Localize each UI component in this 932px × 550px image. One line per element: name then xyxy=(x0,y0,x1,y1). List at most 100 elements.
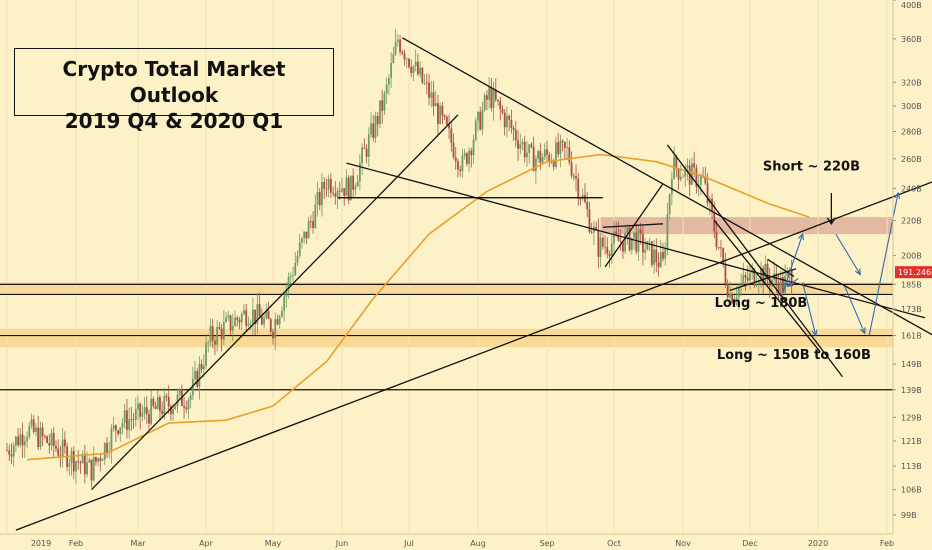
candle-body xyxy=(722,248,725,264)
candle-85 xyxy=(194,360,196,385)
candle-body xyxy=(724,263,727,284)
candle-271 xyxy=(608,250,611,268)
candle-body xyxy=(281,310,283,317)
candle-45 xyxy=(106,436,108,458)
candle-28 xyxy=(68,458,71,476)
candle-body xyxy=(657,262,660,267)
candle-32 xyxy=(77,450,80,470)
candle-body xyxy=(617,234,620,242)
candle-body xyxy=(301,238,303,243)
candle-233 xyxy=(523,135,526,163)
candle-94 xyxy=(214,335,216,356)
candle-body xyxy=(448,124,450,129)
candle-body xyxy=(172,408,174,415)
candle-body xyxy=(12,445,15,457)
candle-body xyxy=(662,252,664,259)
candle-body xyxy=(341,188,343,192)
candle-38 xyxy=(90,459,93,488)
candle-body xyxy=(733,298,736,303)
candle-body xyxy=(779,277,782,297)
candle-body xyxy=(318,191,321,206)
time-tick-label-8: Sep xyxy=(539,539,554,548)
time-tick-label-0: 2019 xyxy=(31,539,51,548)
candle-14 xyxy=(37,415,40,451)
candle-body xyxy=(327,179,330,190)
price-tick-label-4: 280B xyxy=(901,128,922,137)
candle-body xyxy=(154,405,157,409)
candle-body xyxy=(231,326,234,331)
candle-body xyxy=(196,371,199,387)
candle-body xyxy=(679,176,682,180)
candle-body xyxy=(292,274,294,276)
candle-body xyxy=(441,105,444,116)
candle-267 xyxy=(599,232,602,268)
candle-97 xyxy=(220,323,223,352)
candle-132 xyxy=(298,233,301,259)
candle-body xyxy=(350,175,352,201)
candle-body xyxy=(167,396,170,407)
candle-46 xyxy=(108,441,111,459)
candle-239 xyxy=(537,149,539,163)
candle-54 xyxy=(126,398,128,439)
candle-167 xyxy=(376,111,379,137)
candle-body xyxy=(372,123,375,138)
time-tick-label-11: Dec xyxy=(742,539,757,548)
candle-93 xyxy=(211,319,214,348)
candle-68 xyxy=(156,390,159,410)
candle-37 xyxy=(88,457,91,464)
candle-body xyxy=(604,246,606,248)
candle-body xyxy=(256,304,259,325)
candle-body xyxy=(32,419,35,432)
candle-327 xyxy=(733,294,736,304)
candle-110 xyxy=(249,319,252,330)
candle-body xyxy=(305,231,308,239)
candle-337 xyxy=(755,273,758,288)
candle-body xyxy=(183,405,185,408)
price-tick-label-17: 106B xyxy=(901,486,922,495)
candle-8 xyxy=(23,435,26,458)
candle-body xyxy=(134,409,137,420)
candle-30 xyxy=(72,446,75,479)
time-tick-label-6: Jul xyxy=(403,539,414,548)
candle-294 xyxy=(659,239,662,269)
candle-body xyxy=(557,142,560,155)
candle-326 xyxy=(731,291,734,305)
time-tick-label-10: Nov xyxy=(675,539,691,548)
candle-50 xyxy=(117,429,119,437)
candle-body xyxy=(486,95,488,100)
candle-body xyxy=(481,109,484,130)
candle-body xyxy=(90,459,93,481)
candle-20 xyxy=(50,428,53,452)
candle-179 xyxy=(403,49,406,66)
annotations: Short ~ 220B Long ~ 180B Long ~ 150B to 16… xyxy=(715,159,871,363)
candle-281 xyxy=(630,237,633,255)
candle-252 xyxy=(566,138,568,160)
candle-161 xyxy=(363,138,366,149)
candle-229 xyxy=(514,120,517,148)
candle-216 xyxy=(486,89,488,111)
candle-230 xyxy=(517,130,519,161)
forecast-arrow-pullback xyxy=(786,277,799,287)
candle-90 xyxy=(205,334,207,370)
candle-88 xyxy=(200,359,203,374)
candle-292 xyxy=(655,238,658,273)
candle-293 xyxy=(657,252,660,277)
candle-135 xyxy=(305,231,308,245)
candle-body xyxy=(361,147,363,164)
candle-288 xyxy=(646,240,649,251)
candle-body xyxy=(309,221,312,222)
candle-body xyxy=(83,453,86,475)
candle-144 xyxy=(325,178,328,197)
candle-22 xyxy=(55,440,57,453)
candle-113 xyxy=(256,293,259,334)
candle-body xyxy=(644,249,647,253)
candle-141 xyxy=(318,188,321,211)
candle-body xyxy=(559,140,562,155)
candle-168 xyxy=(379,100,381,129)
candle-body xyxy=(635,232,638,252)
candle-347 xyxy=(777,272,780,302)
candle-body xyxy=(194,371,196,379)
candle-body xyxy=(385,84,388,94)
candle-201 xyxy=(452,133,455,160)
candle-199 xyxy=(448,114,450,139)
